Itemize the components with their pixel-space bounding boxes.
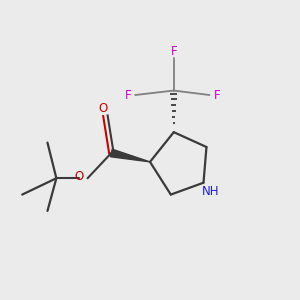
Text: O: O [98, 102, 108, 115]
Text: O: O [75, 170, 84, 183]
Polygon shape [110, 149, 150, 162]
Text: F: F [124, 88, 131, 101]
Text: F: F [214, 88, 220, 101]
Text: NH: NH [202, 184, 220, 197]
Text: F: F [170, 45, 177, 58]
